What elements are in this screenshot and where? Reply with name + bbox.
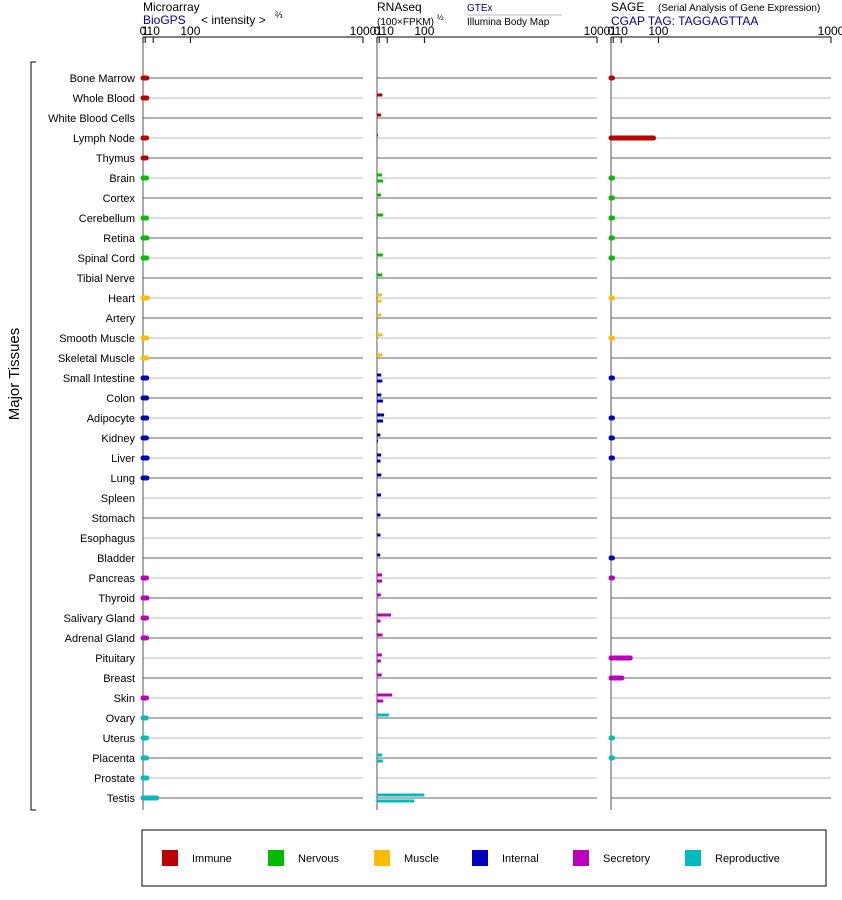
sage-tick-label: 0: [608, 24, 615, 38]
sage-tag: CGAP TAG: TAGGAGTTAA: [611, 14, 758, 28]
tissue-label: Adipocyte: [87, 413, 135, 425]
tissue-label: Skin: [114, 693, 135, 705]
rnaseq-gtex-label: GTEx: [467, 3, 493, 14]
microarray-tick-label: 10: [147, 24, 161, 38]
legend-label-secretory: Secretory: [603, 853, 651, 865]
tissue-label: Pituitary: [95, 653, 135, 665]
microarray-tick-label: 100: [180, 24, 200, 38]
rnaseq-tick-label: 1000: [584, 24, 611, 38]
rnaseq-exponent: ½: [437, 13, 444, 22]
tissue-bracket: [30, 61, 36, 811]
tissue-label: Spinal Cord: [78, 253, 135, 265]
tissue-label: Whole Blood: [73, 93, 135, 105]
tissue-label: Small Intestine: [63, 373, 135, 385]
tissue-label: Bladder: [97, 553, 135, 565]
y-axis-label: Major Tissues: [6, 328, 23, 421]
tissue-label: Thymus: [96, 153, 136, 165]
tissue-label: Lymph Node: [73, 133, 135, 145]
legend-swatch-internal: [472, 850, 488, 866]
legend-label-nervous: Nervous: [298, 853, 339, 865]
tissue-label: Lung: [111, 473, 135, 485]
tissue-label: Kidney: [101, 433, 135, 445]
tissue-label: Placenta: [92, 753, 136, 765]
microarray-subtitle: BioGPS: [143, 13, 186, 27]
tissue-label: Esophagus: [80, 533, 136, 545]
tissue-label: Cerebellum: [79, 213, 135, 225]
tissue-label: Liver: [111, 453, 135, 465]
tissue-label: Heart: [108, 293, 135, 305]
microarray-title: Microarray: [143, 0, 200, 14]
tissue-label: Thyroid: [98, 593, 135, 605]
legend: Immune Nervous Muscle Internal Secretory Repr…: [162, 850, 780, 866]
tissue-label: Ovary: [106, 713, 136, 725]
tissue-label: Tibial Nerve: [77, 273, 135, 285]
legend-swatch-nervous: [268, 850, 284, 866]
legend-label-immune: Immune: [192, 853, 232, 865]
legend-label-internal: Internal: [502, 853, 539, 865]
tissue-label: Adrenal Gland: [65, 633, 135, 645]
legend-label-reproductive: Reproductive: [715, 853, 780, 865]
sage-tick-label: 100: [648, 24, 668, 38]
microarray-tick-label: 1: [142, 24, 149, 38]
microarray-tick-label: 1000: [350, 24, 377, 38]
tissue-label: Smooth Muscle: [59, 333, 135, 345]
sage-title: SAGE: [611, 0, 644, 14]
tissue-label: Bone Marrow: [70, 73, 135, 85]
rnaseq-tick-label: 1: [376, 24, 383, 38]
sage-tick-label: 1: [610, 24, 617, 38]
tissue-label: Pancreas: [89, 573, 136, 585]
microarray-units: < intensity >: [201, 13, 266, 27]
tissue-label: Breast: [103, 673, 135, 685]
tissue-label: Cortex: [103, 193, 136, 205]
tissue-label: Brain: [109, 173, 135, 185]
tissue-label: Colon: [106, 393, 135, 405]
tissue-label: Prostate: [94, 773, 135, 785]
tissue-label: Stomach: [92, 513, 135, 525]
sage-tick-label: 1000: [818, 24, 842, 38]
rnaseq-tick-label: 0: [374, 24, 381, 38]
legend-swatch-immune: [162, 850, 178, 866]
legend-label-muscle: Muscle: [404, 853, 439, 865]
rnaseq-units: (100×FPKM): [377, 17, 434, 28]
legend-swatch-reproductive: [685, 850, 701, 866]
tissue-label: Skeletal Muscle: [58, 353, 135, 365]
microarray-exponent: ⅔: [275, 10, 283, 20]
legend-swatch-muscle: [374, 850, 390, 866]
tissue-label: Testis: [107, 793, 136, 805]
tissue-label: White Blood Cells: [48, 113, 135, 125]
tissue-label: Artery: [106, 313, 136, 325]
rnaseq-bodymap-label: Illumina Body Map: [467, 17, 550, 28]
tissue-labels: Bone Marrow Whole Blood White Blood Cells L…: [48, 73, 136, 805]
legend-swatch-secretory: [573, 850, 589, 866]
tissue-label: Uterus: [103, 733, 136, 745]
tissue-label: Retina: [103, 233, 136, 245]
sage-tick-label: 10: [615, 24, 629, 38]
microarray-tick-label: 0: [140, 24, 147, 38]
sage-note: (Serial Analysis of Gene Expression): [658, 3, 820, 14]
rnaseq-title: RNAseq: [377, 0, 422, 14]
tissue-label: Spleen: [101, 493, 135, 505]
rnaseq-tick-label: 10: [381, 24, 395, 38]
rnaseq-tick-label: 100: [414, 24, 434, 38]
tissue-label: Salivary Gland: [63, 613, 135, 625]
